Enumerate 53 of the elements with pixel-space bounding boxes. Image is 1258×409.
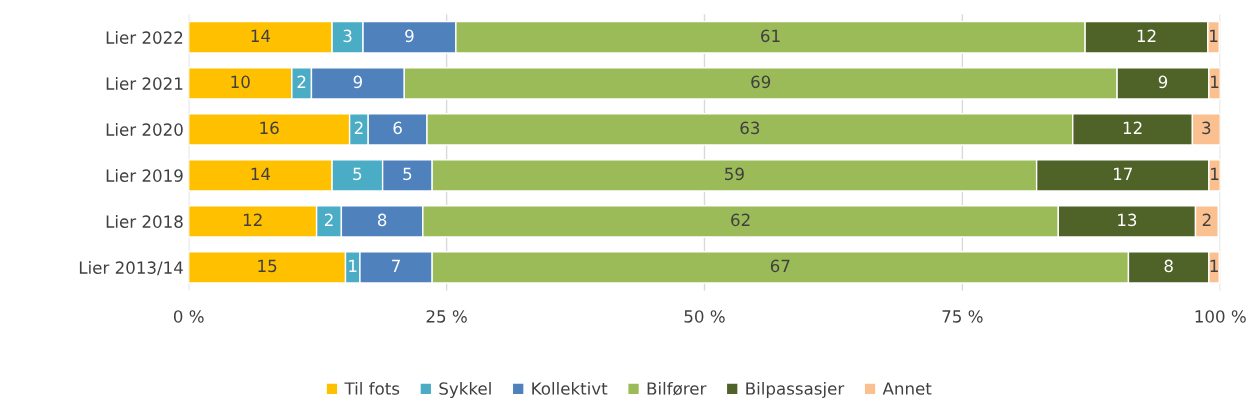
x-tick-label: 75 %	[942, 310, 983, 323]
data-label: 63	[740, 121, 760, 135]
y-tick-label: Lier 2020	[106, 123, 183, 136]
legend-label: Bilfører	[647, 381, 707, 396]
data-label: 1	[349, 259, 357, 272]
data-label: 61	[761, 29, 780, 43]
y-tick-label: Lier 2019	[106, 169, 183, 182]
data-label: 67	[770, 259, 790, 273]
data-label: 17	[1114, 167, 1132, 180]
data-label: 7	[392, 259, 400, 272]
y-tick-label: Lier 2013/14	[79, 261, 183, 276]
data-label: 3	[1202, 121, 1211, 135]
y-tick-label: Lier 2022	[106, 30, 183, 44]
data-label: 12	[243, 213, 262, 226]
data-label: 14	[251, 29, 271, 42]
data-label: 9	[1158, 75, 1168, 89]
data-label: 2	[297, 75, 306, 88]
data-label: 12	[1137, 29, 1156, 42]
data-label: 69	[751, 75, 771, 89]
data-label: 13	[1118, 213, 1137, 227]
data-label: 16	[260, 121, 279, 135]
data-label: 2	[354, 121, 363, 134]
legend-label: Kollektivt	[532, 381, 608, 395]
data-label: 5	[353, 167, 362, 181]
x-tick-label: 0 %	[173, 310, 204, 323]
data-label: 1	[1210, 259, 1218, 272]
x-tick-label: 50 %	[684, 310, 725, 323]
data-label: 1	[1211, 75, 1219, 88]
data-label: 8	[1164, 259, 1173, 273]
data-label: 10	[231, 75, 250, 89]
data-label: 8	[377, 213, 387, 227]
data-label: 5	[403, 167, 412, 181]
x-tick-label: 25 %	[426, 310, 467, 323]
y-tick-label: Lier 2018	[106, 215, 183, 228]
legend-label: Bilpassasjer	[746, 381, 845, 399]
x-tick-label: 100 %	[1195, 310, 1246, 323]
data-label: 1	[1210, 29, 1218, 42]
legend-label: Til fots	[344, 381, 400, 395]
data-label: 15	[258, 259, 277, 273]
data-label: 6	[393, 121, 402, 135]
data-label: 9	[405, 29, 414, 43]
data-label: 12	[1123, 121, 1142, 134]
data-label: 14	[251, 167, 271, 180]
data-label: 2	[1202, 213, 1211, 226]
legend-label: Annet	[882, 382, 932, 395]
data-label: 59	[725, 167, 744, 181]
data-label: 62	[731, 213, 750, 227]
data-label: 1	[1211, 167, 1219, 180]
y-tick-label: Lier 2021	[106, 77, 183, 90]
legend-label: Sykkel	[439, 381, 491, 399]
data-label: 2	[324, 213, 333, 226]
data-label: 3	[343, 29, 352, 43]
data-label: 9	[353, 75, 363, 89]
